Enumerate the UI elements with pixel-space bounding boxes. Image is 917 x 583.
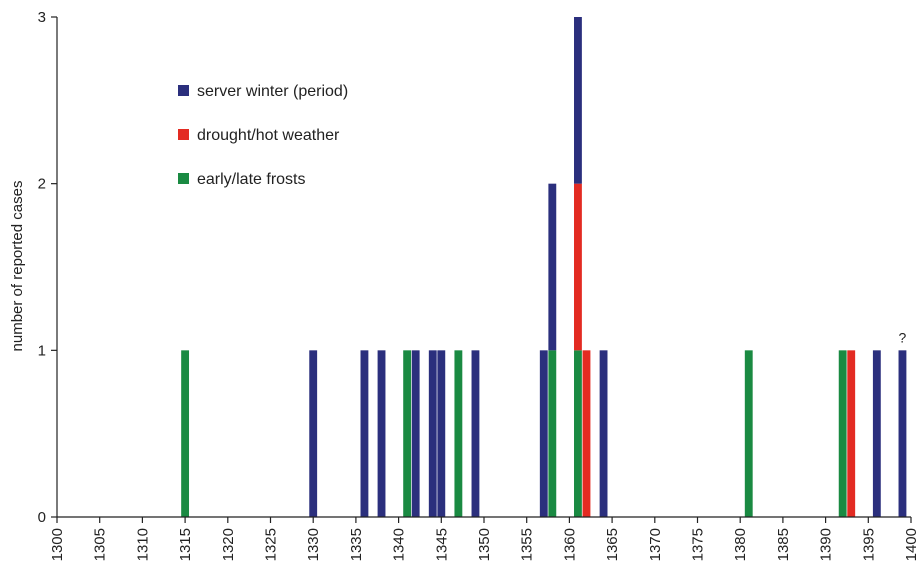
bar-early-late-frosts-1392 [838, 350, 847, 517]
x-tick-label: 1385 [775, 528, 792, 561]
bar-early-late-frosts-1361 [574, 350, 582, 517]
x-tick-label: 1355 [519, 528, 536, 561]
bar-early-late-frosts-1347 [454, 350, 463, 517]
x-tick-label: 1365 [604, 528, 621, 561]
bar-server-winter-period-1342 [411, 350, 420, 517]
bar-server-winter-period-1345 [437, 350, 446, 517]
bar-server-winter-period-1336 [360, 350, 369, 517]
legend-label-server-winter-period: server winter (period) [197, 83, 348, 100]
x-tick-label: 1370 [647, 528, 664, 561]
bar-server-winter-period-1349 [471, 350, 480, 517]
x-tick-label: 1325 [263, 528, 280, 561]
x-tick-label: 1380 [732, 528, 749, 561]
x-tick-label: 1305 [92, 528, 109, 561]
x-tick-label: 1395 [860, 528, 877, 561]
y-tick-label: 1 [38, 342, 46, 359]
x-tick-label: 1345 [433, 528, 450, 561]
legend-swatch-early-late-frosts [178, 173, 189, 184]
x-tick-label: 1335 [348, 528, 365, 561]
x-tick-label: 1315 [177, 528, 194, 561]
x-ticks: 1300 1305 1310 1315 1320 1325 1330 1335 1340 1345… [49, 517, 917, 561]
x-tick-label: 1390 [818, 528, 835, 561]
y-tick-label: 2 [38, 176, 46, 193]
bar-server-winter-period-1358 [548, 183, 557, 351]
bar-server-winter-period-1344 [428, 350, 437, 517]
bar-early-late-frosts-1358 [548, 350, 557, 517]
x-tick-label: 1300 [49, 528, 66, 561]
x-tick-label: 1350 [476, 528, 493, 561]
x-tick-label: 1340 [391, 528, 408, 561]
legend-label-drought-hot-weather: drought/hot weather [197, 127, 340, 144]
legend: server winter (period) drought/hot weathe… [178, 83, 348, 188]
annotation-label: ? [899, 329, 907, 345]
legend-swatch-drought-hot-weather [178, 129, 189, 140]
legend-label-early-late-frosts: early/late frosts [197, 171, 305, 188]
x-tick-label: 1375 [690, 528, 707, 561]
bar-server-winter-period-1361 [574, 17, 582, 184]
bar-drought-hot-weather-1393 [847, 350, 856, 517]
annotations: ? [899, 329, 907, 345]
bar-early-late-frosts-1315 [181, 350, 190, 517]
x-tick-label: 1320 [220, 528, 237, 561]
bar-server-winter-period-1338 [377, 350, 386, 517]
bar-early-late-frosts-1381 [744, 350, 753, 517]
y-axis-label: number of reported cases [9, 181, 26, 352]
legend-swatch-server-winter-period [178, 85, 189, 96]
bar-server-winter-period-1364 [599, 350, 608, 517]
bar-server-winter-period-1399 [898, 350, 907, 517]
bar-server-winter-period-1357 [539, 350, 548, 517]
y-tick-label: 3 [38, 9, 46, 26]
y-tick-label: 0 [38, 509, 46, 526]
bars-layer [181, 17, 907, 517]
x-tick-label: 1330 [305, 528, 322, 561]
bar-server-winter-period-1330 [309, 350, 318, 517]
bar-drought-hot-weather-1361 [574, 183, 582, 351]
x-tick-label: 1360 [561, 528, 578, 561]
bar-drought-hot-weather-1362 [582, 350, 591, 517]
bar-early-late-frosts-1341 [403, 350, 412, 517]
bar-server-winter-period-1396 [872, 350, 881, 517]
x-tick-label: 1400 [903, 528, 917, 561]
y-ticks: 0 1 2 3 [38, 9, 57, 526]
x-tick-label: 1310 [134, 528, 151, 561]
